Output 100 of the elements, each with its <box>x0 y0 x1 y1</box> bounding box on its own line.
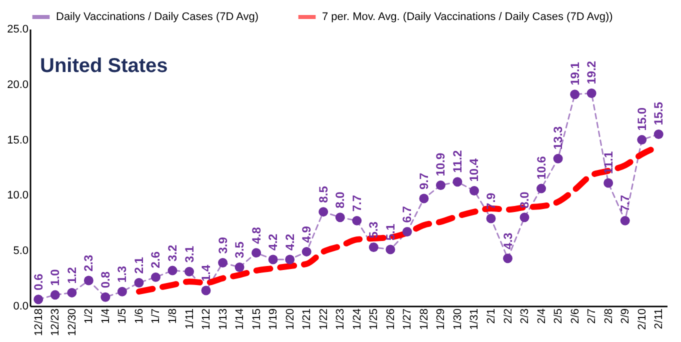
x-tick-label: 2/7 <box>586 308 598 324</box>
data-label: 0.8 <box>98 271 112 288</box>
point <box>218 258 228 268</box>
data-label: 19.2 <box>584 60 599 84</box>
data-label: 6.7 <box>400 206 414 223</box>
x-tick-label: 2/6 <box>569 308 582 324</box>
data-label: 10.9 <box>434 152 448 176</box>
point <box>386 244 396 254</box>
x-tick-label: 1/19 <box>268 308 280 330</box>
x-tick-label: 1/31 <box>468 308 481 330</box>
point <box>604 178 614 188</box>
data-label: 2.6 <box>148 251 163 268</box>
point <box>117 286 127 296</box>
data-label: 4.3 <box>500 232 515 250</box>
x-tick-label: 1/2 <box>83 308 96 324</box>
x-tick-label: 1/5 <box>116 308 129 324</box>
point <box>469 186 479 196</box>
data-label: 1.4 <box>199 264 214 282</box>
text: United States <box>40 55 168 77</box>
data-label: 7.9 <box>484 192 498 210</box>
point <box>570 90 580 100</box>
point <box>335 212 345 222</box>
y-tick-label: 25.0 <box>7 24 28 36</box>
data-label: 5.3 <box>366 221 381 238</box>
x-tick-label: 1/23 <box>334 308 347 330</box>
data-label: 4.2 <box>282 233 297 250</box>
y-tick-label: 10.0 <box>7 190 28 202</box>
x-tick-label: 2/4 <box>536 308 548 324</box>
x-tick-label: 12/23 <box>50 308 62 336</box>
x-tick-label: 1/27 <box>402 308 414 330</box>
legend-label: 7 per. Mov. Avg. (Daily Vaccinations / Daily Cases (7D Avg)) <box>322 11 613 23</box>
point <box>150 272 160 282</box>
data-label: 2.1 <box>132 256 146 274</box>
data-label: 7.7 <box>618 194 632 212</box>
data-label: 4.9 <box>300 226 314 243</box>
y-tick-label: 5.0 <box>13 245 28 258</box>
x-tick-label: 2/11 <box>653 308 666 330</box>
point <box>536 184 546 194</box>
legend-label: Daily Vaccinations / Daily Cases (7D Avg) <box>56 11 259 23</box>
data-label: 4.2 <box>266 233 280 250</box>
x-tick-label: 1/29 <box>435 308 448 330</box>
data-label: 10.4 <box>467 158 482 182</box>
x-tick-label: 2/9 <box>620 308 632 324</box>
x-tick-label: 1/24 <box>351 308 364 330</box>
x-tick-label: 1/8 <box>166 308 179 324</box>
data-label: 10.6 <box>534 156 548 180</box>
data-label: 8.5 <box>316 186 330 203</box>
point <box>419 194 429 204</box>
data-label: 4.8 <box>249 226 264 244</box>
x-tick-label: 1/11 <box>184 308 196 330</box>
point <box>486 214 496 224</box>
x-tick-label: 12/18 <box>32 308 45 336</box>
x-tick-label: 2/10 <box>636 308 648 330</box>
point <box>402 227 412 236</box>
y-tick-label: 0.0 <box>13 300 28 312</box>
data-label: 0.6 <box>31 273 46 290</box>
x-tick-label: 1/25 <box>368 308 380 330</box>
data-label: 3.5 <box>232 241 247 258</box>
x-tick-label: 1/22 <box>318 308 330 330</box>
data-label: 2.3 <box>82 254 96 272</box>
x-tick-label: 1/30 <box>452 308 464 330</box>
x-tick-label: 1/15 <box>250 308 263 330</box>
point <box>84 276 94 286</box>
point <box>586 88 596 98</box>
x-tick-label: 1/6 <box>133 308 146 324</box>
point <box>168 266 178 276</box>
point <box>520 212 530 222</box>
point <box>637 135 647 145</box>
point <box>436 180 446 190</box>
data-label: 3.9 <box>216 236 230 254</box>
x-tick-label: 1/14 <box>234 308 246 330</box>
x-tick-label: 2/2 <box>502 308 514 324</box>
x-tick-label: 1/28 <box>418 308 430 330</box>
data-label: 19.1 <box>568 62 582 86</box>
data-label: 1.0 <box>48 268 62 286</box>
point <box>201 286 211 296</box>
x-tick-label: 2/1 <box>485 308 498 324</box>
x-tick-label: 1/26 <box>384 308 397 330</box>
x-tick-label: 12/30 <box>66 308 78 336</box>
data-label: 15.0 <box>634 107 649 131</box>
data-label: 8.0 <box>518 191 532 208</box>
point <box>134 278 144 288</box>
data-label: 5.1 <box>383 223 398 240</box>
point <box>285 254 295 264</box>
point <box>100 292 110 302</box>
point <box>654 130 664 139</box>
point <box>318 207 328 217</box>
data-label: 11.1 <box>601 150 616 174</box>
x-tick-label: 2/8 <box>602 308 615 324</box>
y-tick-label: 15.0 <box>7 134 28 146</box>
y-tick-label: 20.0 <box>7 78 28 91</box>
point <box>234 262 244 272</box>
data-label: 8.0 <box>333 191 348 208</box>
data-label: 11.2 <box>450 150 464 173</box>
point <box>503 254 512 264</box>
point <box>620 216 630 226</box>
point <box>252 248 262 258</box>
data-label: 7.7 <box>350 194 364 212</box>
x-tick-label: 2/3 <box>519 308 532 324</box>
data-label: 13.3 <box>551 126 566 150</box>
